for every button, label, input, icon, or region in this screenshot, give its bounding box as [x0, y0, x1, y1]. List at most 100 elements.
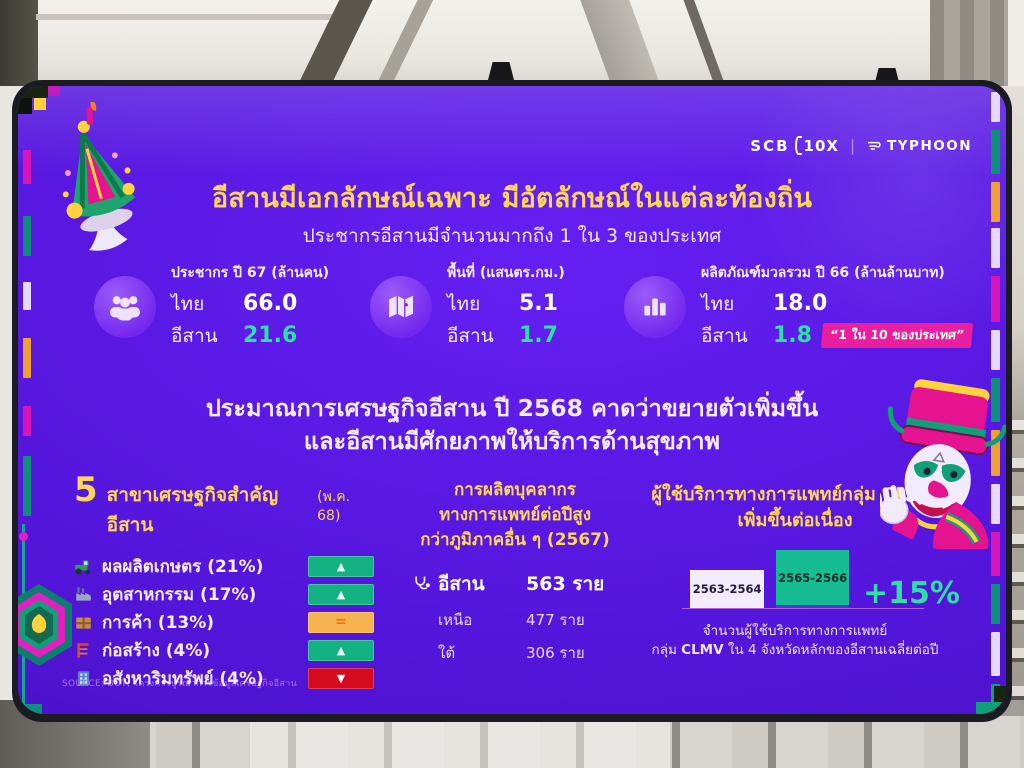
- crane-icon: [77, 642, 89, 658]
- border-pixel: [991, 584, 1000, 624]
- clmv-caption-line: จำนวนผู้ใช้บริการทางการแพทย์: [702, 623, 888, 639]
- typhoon-icon: [867, 141, 881, 150]
- medical-region: ใต้: [438, 644, 456, 662]
- tractor-icon: [75, 559, 91, 575]
- tenx-logo: 10X: [803, 136, 839, 155]
- stat-row: ไทย 18.0: [701, 289, 972, 319]
- bar-2565-2566: 2565-2566: [776, 550, 850, 608]
- logo-divider: |: [850, 136, 856, 155]
- bar-2563-2564: 2563-2564: [690, 570, 765, 608]
- people-icon: [94, 275, 156, 338]
- clmv-heading-line: ผู้ใช้บริการทางการแพทย์กลุ่ม CLMV: [651, 484, 939, 505]
- caption-clmv: CLMV: [681, 642, 724, 658]
- package-icon: [76, 616, 91, 629]
- factory-icon: [76, 586, 91, 601]
- gdp-share-badge: “1 ใน 10 ของประเทศ”: [820, 323, 974, 348]
- medical-value: 306 ราย: [526, 644, 585, 662]
- border-pixel: [991, 484, 1000, 524]
- clmv-panel: ผู้ใช้บริการทางการแพทย์กลุ่ม CLMV เพิ่มข…: [630, 482, 960, 660]
- corner-pattern: [34, 98, 46, 110]
- led-screen: SCB 10X | TYPHOON: [18, 86, 1006, 714]
- page-subtitle: ประชากรอีสานมีจำนวนมากถึง 1 ใน 3 ของประเ…: [302, 225, 722, 247]
- window-frame: [930, 0, 1008, 86]
- border-pixel: [23, 456, 31, 516]
- window-light: [250, 716, 670, 768]
- sectors-panel: 5 สาขาเศรษฐกิจสำคัญอีสาน (พ.ค. 68) ผลผลิ…: [74, 470, 374, 692]
- medical-region: อีสาน: [438, 573, 485, 595]
- border-dot: [19, 532, 28, 541]
- clmv-caption: จำนวนผู้ใช้บริการทางการแพทย์ กลุ่ม CLMV …: [630, 622, 960, 660]
- corner-pattern: [18, 86, 48, 98]
- border-pixel: [23, 338, 31, 378]
- border-pixel: [991, 276, 1000, 322]
- medical-panel: การผลิตบุคลากร ทางการแพทย์ต่อปีสูง กว่าภ…: [404, 478, 626, 665]
- stat-heading: ผลิตภัณฑ์มวลรวม ปี 66 (ล้านล้านบาท): [701, 265, 945, 281]
- logo-bar: SCB 10X | TYPHOON: [750, 136, 972, 155]
- border-pixel: [23, 282, 31, 310]
- border-pixel: [991, 182, 1000, 222]
- stat-card-gdp: ผลิตภัณฑ์มวลรวม ปี 66 (ล้านล้านบาท) ไทย …: [624, 262, 974, 351]
- caption-text: กลุ่ม: [651, 642, 682, 658]
- trend-down-chip: ▼: [308, 667, 374, 689]
- border-pixel: [23, 150, 31, 184]
- stat-value: 18.0: [773, 291, 828, 316]
- scb10x-arc-icon: [794, 136, 802, 155]
- border-pixel: [991, 130, 1000, 174]
- scb-logo: SCB: [750, 136, 790, 155]
- stat-row: อีสาน 21.6: [171, 321, 329, 351]
- sector-row: ก่อสร้าง (4%) ▲: [74, 636, 374, 664]
- hex-emblem-icon: [18, 584, 72, 666]
- building-column: [0, 0, 38, 86]
- forecast-headline: ประมาณการเศรษฐกิจอีสาน ปี 2568 คาดว่าขยา…: [18, 392, 1006, 458]
- corner-pattern: [18, 98, 32, 114]
- sector-label: การค้า (13%): [102, 612, 215, 633]
- stat-row: อีสาน 1.7: [447, 321, 565, 351]
- stat-value: 1.7: [519, 323, 558, 348]
- stat-card-population: ประชากร ปี 67 (ล้านคน) ไทย 66.0 อีสาน 21…: [94, 262, 329, 351]
- sectors-list: ผลผลิตเกษตร (21%) ▲ อุตสาหกรรม (17%) ▲: [74, 552, 374, 692]
- sectors-count: 5: [74, 470, 98, 510]
- border-pixel: [991, 532, 1000, 576]
- stat-row: ไทย 66.0: [171, 289, 329, 319]
- stat-value: 21.6: [243, 323, 298, 348]
- corner-pattern: [976, 702, 1006, 714]
- medical-rows: อีสาน 563 ราย เหนือ 477 ราย ใต้ 306 ราย: [404, 569, 626, 665]
- baisri-ornament-icon: [62, 102, 136, 251]
- sectors-date: (พ.ค. 68): [317, 489, 351, 524]
- window-beam: [291, 0, 375, 86]
- window-rail: [36, 14, 336, 20]
- sector-label: อสังหาริมทรัพย์ (4%): [102, 668, 264, 689]
- caption-text: ใน 4 จังหวัดหลักของอีสานเฉลี่ยต่อปี: [723, 642, 939, 658]
- sectors-title: สาขาเศรษฐกิจสำคัญอีสาน: [106, 484, 279, 536]
- stethoscope-icon: [415, 576, 430, 590]
- trend-up-chip: ▲: [308, 555, 374, 577]
- forecast-line2: และอีสานมีศักยภาพให้บริการด้านสุขภาพ: [303, 427, 721, 455]
- border-pixel: [23, 216, 31, 256]
- sector-label: ก่อสร้าง (4%): [102, 640, 211, 661]
- stat-label: อีสาน: [447, 325, 494, 347]
- corner-pattern: [48, 86, 60, 96]
- window-beam: [577, 0, 669, 86]
- sector-label: อุตสาหกรรม (17%): [102, 584, 257, 605]
- border-pixel: [991, 378, 1000, 422]
- border-pixel: [991, 430, 1000, 476]
- map-icon: [370, 275, 432, 338]
- window-beam: [366, 0, 440, 86]
- stat-heading: พื้นที่ (แสนตร.กม.): [447, 265, 565, 281]
- sector-row: อสังหาริมทรัพย์ (4%) ▼: [74, 664, 374, 692]
- window-top-band: [0, 0, 1024, 86]
- sector-row: อุตสาหกรรม (17%) ▲: [74, 580, 374, 608]
- typhoon-logo: TYPHOON: [887, 137, 972, 154]
- sector-row: ผลผลิตเกษตร (21%) ▲: [74, 552, 374, 580]
- border-pixel: [991, 92, 1000, 122]
- bar-chart-icon: [624, 275, 686, 338]
- stat-label: ไทย: [171, 293, 205, 315]
- medical-heading-line: การผลิตบุคลากร: [454, 480, 576, 500]
- trend-flat-chip: =: [308, 611, 374, 633]
- medical-region: เหนือ: [438, 611, 473, 629]
- trend-up-chip: ▲: [308, 639, 374, 661]
- clmv-delta: +15%: [863, 576, 960, 611]
- sector-label: ผลผลิตเกษตร (21%): [102, 556, 264, 577]
- medical-heading: การผลิตบุคลากร ทางการแพทย์ต่อปีสูง กว่าภ…: [404, 478, 626, 553]
- clmv-heading-line: เพิ่มขึ้นต่อเนื่อง: [737, 510, 853, 531]
